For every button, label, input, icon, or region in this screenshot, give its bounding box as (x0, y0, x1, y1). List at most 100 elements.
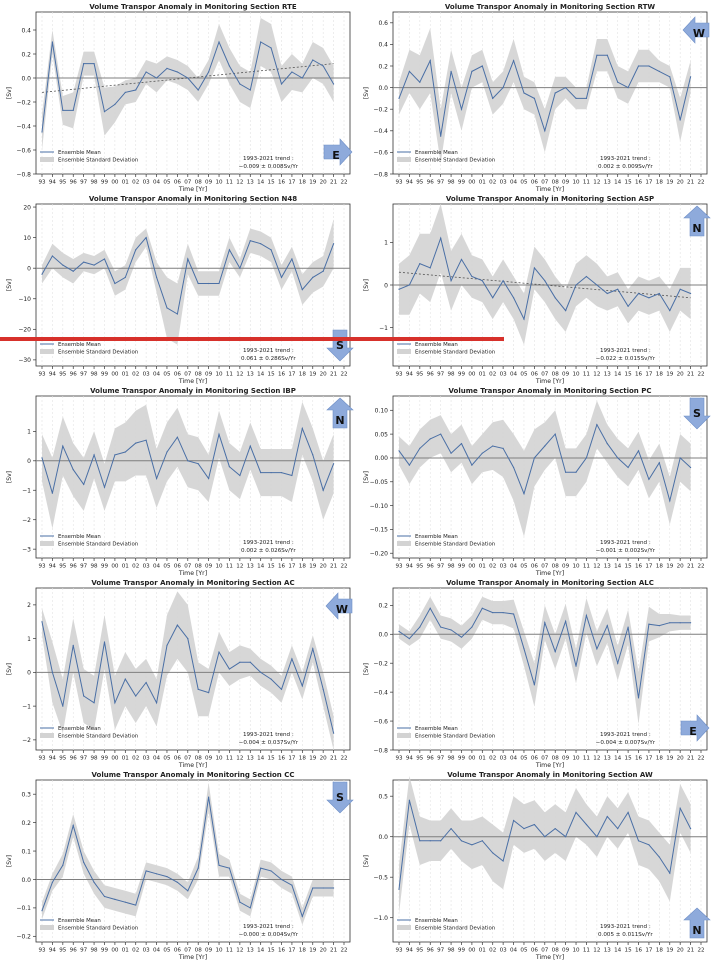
x-tick-label: 98 (91, 564, 99, 570)
y-tick-label: 2 (27, 602, 31, 609)
mean-point (197, 688, 199, 690)
std-band (42, 401, 334, 529)
mean-point (637, 65, 640, 67)
x-tick-label: 04 (510, 372, 518, 378)
y-tick-label: 0.10 (375, 408, 389, 415)
y-tick-label: −0.4 (373, 689, 388, 696)
mean-point (481, 280, 483, 282)
mean-point (260, 243, 262, 245)
x-tick-label: 12 (236, 372, 243, 378)
chart-svg: Volume Transpor Anomaly in Monitoring Se… (363, 3, 710, 192)
mean-point (103, 641, 106, 643)
mean-point (62, 109, 64, 111)
x-tick-label: 95 (416, 372, 424, 378)
x-tick-label: 12 (593, 564, 600, 570)
mean-point (429, 438, 431, 440)
mean-point (312, 648, 314, 650)
x-tick-label: 20 (677, 756, 685, 762)
x-tick-label: 94 (406, 948, 414, 954)
mean-point (554, 433, 556, 435)
x-tick-label: 00 (468, 180, 476, 186)
y-tick-label: 0.4 (378, 42, 388, 49)
mean-point (637, 292, 640, 295)
mean-point (575, 665, 577, 667)
x-tick-label: 16 (278, 756, 286, 762)
x-tick-label: 12 (236, 948, 243, 954)
x-tick-label: 14 (257, 180, 265, 186)
y-tick-label: 0.4 (21, 27, 31, 34)
legend-band-label: Ensemble Standard Deviation (58, 926, 138, 932)
panel-ibp: Volume Transpor Anomaly in Monitoring Se… (0, 384, 357, 576)
x-tick-label: 99 (458, 756, 466, 762)
mean-point (51, 671, 54, 673)
x-tick-label: 13 (604, 564, 612, 570)
mean-point (450, 452, 452, 454)
x-tick-label: 18 (656, 180, 664, 186)
x-tick-label: 08 (552, 948, 560, 954)
x-tick-label: 04 (153, 948, 161, 954)
mean-point (135, 249, 137, 251)
x-axis-label: Time [Yr] (178, 378, 207, 384)
direction-arrow-shape (326, 397, 354, 429)
mean-point (512, 819, 515, 822)
mean-point (502, 87, 504, 89)
y-tick-label: 0 (27, 458, 31, 465)
x-tick-label: 98 (448, 180, 456, 186)
y-tick-label: −0.4 (373, 128, 388, 135)
y-tick-label: −30 (18, 357, 31, 364)
trend-value: −0.004 ± 0.037Sv/Yr (239, 740, 299, 746)
x-tick-label: 02 (132, 180, 139, 186)
mean-point (575, 471, 577, 473)
x-tick-label: 13 (604, 372, 612, 378)
x-tick-label: 05 (520, 372, 528, 378)
chart-svg: Volume Transpor Anomaly in Monitoring Se… (6, 771, 354, 960)
y-tick-label: 0.2 (21, 51, 31, 58)
direction-arrow-s: S (326, 781, 354, 814)
x-tick-label: 09 (205, 180, 213, 186)
mean-point (239, 901, 241, 903)
y-tick-label: 0.5 (378, 794, 388, 801)
x-tick-label: 05 (163, 948, 171, 954)
mean-point (322, 688, 324, 690)
x-tick-label: 06 (531, 756, 539, 762)
y-axis-label: [Sv] (363, 663, 370, 675)
x-tick-label: 18 (656, 372, 664, 378)
x-tick-label: 12 (593, 756, 600, 762)
mean-point (440, 840, 442, 842)
y-tick-label: −1 (22, 703, 31, 710)
y-axis-label: [Sv] (6, 87, 13, 99)
x-tick-label: 19 (666, 564, 674, 570)
x-tick-label: 22 (697, 180, 704, 186)
x-tick-label: 06 (531, 948, 539, 954)
mean-point (187, 258, 189, 260)
mean-point (187, 890, 189, 892)
mean-point (471, 844, 473, 846)
trend-value: 0.002 ± 0.026Sv/Yr (241, 548, 296, 554)
y-tick-label: 0 (27, 265, 31, 272)
mean-point (565, 836, 567, 838)
mean-point (155, 702, 158, 704)
mean-point (301, 427, 303, 429)
mean-point (124, 451, 126, 453)
x-tick-label: 10 (572, 948, 580, 954)
x-tick-label: 19 (309, 564, 317, 570)
mean-point (492, 611, 494, 614)
x-tick-label: 20 (320, 180, 328, 186)
mean-point (554, 297, 556, 299)
x-axis-label: Time [Yr] (535, 378, 564, 384)
x-tick-label: 14 (614, 564, 622, 570)
mean-point (83, 483, 85, 485)
x-tick-label: 01 (479, 564, 487, 570)
x-tick-label: 07 (541, 756, 549, 762)
mean-point (637, 697, 640, 699)
x-tick-label: 09 (205, 372, 213, 378)
x-tick-label: 94 (406, 564, 414, 570)
mean-point (270, 870, 272, 872)
x-tick-label: 08 (195, 756, 203, 762)
mean-point (260, 41, 262, 43)
mean-point (440, 237, 442, 239)
x-tick-label: 20 (677, 372, 685, 378)
x-tick-label: 18 (656, 756, 664, 762)
x-tick-label: 17 (288, 756, 296, 762)
x-tick-label: 98 (91, 180, 99, 186)
